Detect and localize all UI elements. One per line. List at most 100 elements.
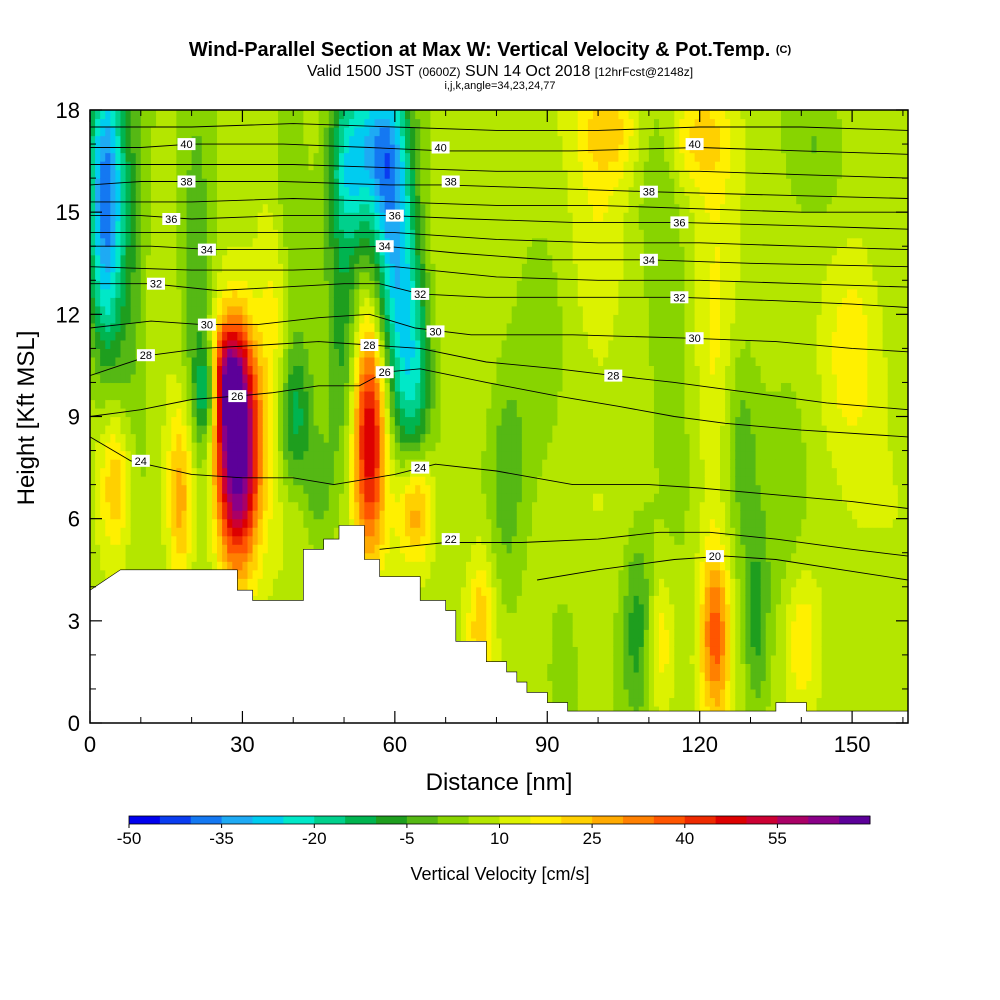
w-cell (186, 220, 193, 230)
w-cell (186, 459, 193, 469)
w-cell (125, 433, 132, 443)
w-cell (384, 314, 391, 324)
w-cell (354, 373, 360, 384)
w-cell (135, 127, 142, 137)
w-cell (354, 271, 360, 281)
w-cell (394, 254, 401, 264)
w-cell (130, 518, 137, 528)
w-cell (171, 254, 177, 264)
w-cell (247, 288, 254, 298)
w-cell (298, 459, 304, 469)
w-cell (359, 484, 365, 494)
w-cell (145, 254, 152, 264)
w-cell (156, 459, 162, 469)
w-cell (242, 237, 249, 247)
w-cell (176, 399, 183, 409)
w-cell (415, 195, 421, 205)
w-cell (242, 382, 249, 392)
w-cell (344, 348, 350, 358)
w-cell (425, 339, 432, 349)
w-cell (171, 561, 177, 571)
w-cell (181, 365, 188, 375)
w-cell (415, 373, 421, 384)
w-cell (288, 271, 294, 281)
w-cell (125, 399, 132, 409)
w-cell (171, 186, 177, 196)
w-cell (135, 552, 142, 562)
w-cell (262, 178, 269, 188)
w-cell (293, 407, 299, 418)
w-cell (369, 297, 376, 307)
w-cell (435, 595, 442, 605)
w-cell (333, 127, 340, 137)
w-cell (95, 442, 101, 452)
w-cell (242, 135, 249, 145)
w-cell (247, 510, 254, 520)
w-cell (191, 425, 198, 435)
w-cell (293, 246, 299, 256)
w-cell (186, 527, 193, 537)
w-cell (298, 518, 304, 528)
w-cell (399, 178, 406, 188)
w-cell (359, 203, 365, 213)
w-cell (298, 569, 304, 579)
w-cell (430, 484, 437, 494)
w-cell (196, 220, 203, 230)
w-cell (156, 110, 162, 120)
w-cell (415, 416, 421, 426)
w-cell (349, 178, 355, 188)
w-cell (359, 314, 365, 324)
w-cell (150, 390, 157, 401)
w-cell (384, 280, 391, 290)
w-cell (318, 501, 325, 511)
w-cell (211, 220, 218, 230)
w-cell (313, 484, 320, 494)
w-cell (283, 442, 289, 452)
w-cell (425, 152, 432, 162)
w-cell (415, 561, 421, 571)
w-cell (110, 254, 116, 264)
w-cell (120, 288, 127, 298)
w-cell (171, 314, 177, 324)
w-cell (166, 501, 172, 511)
w-cell (389, 305, 396, 315)
w-cell (237, 348, 244, 358)
w-cell (145, 322, 152, 332)
w-cell (384, 203, 391, 213)
w-cell (257, 382, 264, 392)
w-cell (140, 229, 147, 239)
w-cell (125, 493, 132, 503)
w-cell (410, 161, 416, 171)
w-cell (430, 510, 437, 520)
w-cell (379, 322, 386, 332)
w-cell (237, 569, 244, 579)
w-cell (384, 484, 391, 494)
w-cell (232, 561, 238, 571)
w-cell (140, 237, 147, 247)
w-cell (252, 493, 259, 503)
w-cell (415, 152, 421, 162)
w-cell (313, 288, 320, 298)
w-cell (135, 544, 142, 554)
w-cell (257, 127, 264, 137)
w-cell (90, 237, 96, 247)
w-cell (298, 110, 304, 120)
w-cell (303, 297, 310, 307)
w-cell (333, 518, 340, 528)
w-cell (125, 246, 132, 256)
w-cell (420, 339, 426, 349)
w-cell (166, 152, 172, 162)
w-cell (272, 280, 279, 290)
w-cell (191, 229, 198, 239)
w-cell (130, 110, 137, 120)
w-cell (237, 493, 244, 503)
w-cell (150, 229, 157, 239)
w-cell (217, 288, 223, 298)
w-cell (217, 382, 223, 392)
w-cell (415, 127, 421, 137)
w-cell (90, 144, 96, 154)
w-cell (237, 135, 244, 145)
w-cell (430, 339, 437, 349)
w-cell (420, 535, 426, 545)
w-cell (267, 459, 274, 469)
